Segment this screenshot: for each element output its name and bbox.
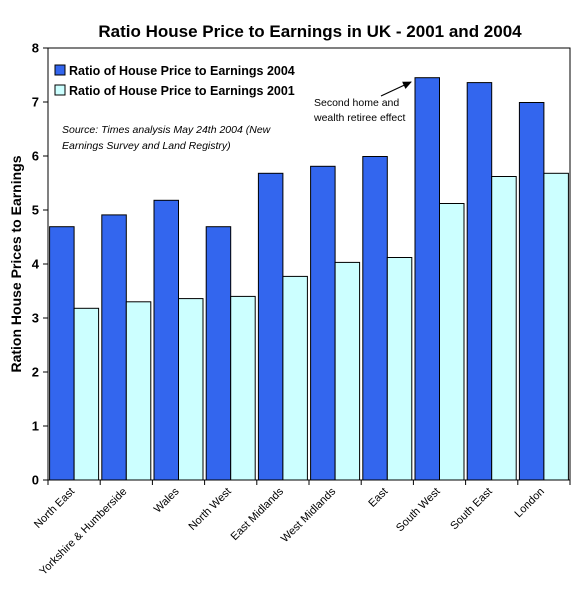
bar-2001-6 bbox=[386, 257, 413, 481]
x-tick-label: Yorkshire & Humberside bbox=[37, 486, 129, 578]
bar-2004-3 bbox=[205, 226, 232, 481]
chart-title: Ratio House Price to Earnings in UK - 20… bbox=[98, 22, 522, 41]
bar-2004-5 bbox=[310, 165, 336, 481]
bar-2001-8 bbox=[491, 176, 517, 481]
legend-label: Ratio of House Price to Earnings 2004 bbox=[69, 64, 295, 78]
y-tick-label: 0 bbox=[32, 473, 39, 488]
bar-2004-9 bbox=[518, 102, 545, 481]
x-tick-label: London bbox=[513, 486, 547, 520]
bar-2001-1 bbox=[125, 301, 152, 481]
bar-2001-2 bbox=[178, 298, 204, 481]
x-tick-label: West Midlands bbox=[279, 485, 339, 545]
x-tick-label: East Midlands bbox=[229, 485, 287, 543]
x-tick-label: South West bbox=[394, 486, 443, 535]
annotation-text: wealth retiree effect bbox=[313, 112, 406, 124]
bar-2001-4 bbox=[282, 275, 308, 481]
y-tick-label: 1 bbox=[32, 419, 39, 434]
annotation: Second home and wealth retiree effect bbox=[313, 81, 412, 124]
source-note-line: Earnings Survey and Land Registry) bbox=[62, 140, 231, 152]
bar-2004-1 bbox=[101, 214, 127, 481]
y-tick-label: 8 bbox=[32, 41, 39, 56]
bar-2001-3 bbox=[230, 295, 256, 481]
bar-2001-9 bbox=[543, 172, 569, 481]
annotation-text: Second home and bbox=[314, 97, 399, 109]
y-tick-label: 5 bbox=[32, 203, 39, 218]
y-tick-label: 3 bbox=[32, 311, 39, 326]
bar-2004-7 bbox=[414, 77, 440, 481]
source-note: Source: Times analysis May 24th 2004 (Ne… bbox=[62, 124, 272, 152]
legend-label: Ratio of House Price to Earnings 2001 bbox=[69, 84, 295, 98]
legend-swatch bbox=[54, 84, 66, 96]
bar-2004-6 bbox=[362, 156, 388, 481]
x-tick-label: North West bbox=[187, 486, 234, 533]
legend: Ratio of House Price to Earnings 2004 Rat… bbox=[54, 64, 295, 98]
y-axis-label: Ration House Prices to Earnings bbox=[8, 155, 24, 372]
bar-2001-7 bbox=[439, 203, 465, 481]
y-tick-label: 2 bbox=[32, 365, 39, 380]
bar-2001-0 bbox=[73, 307, 100, 481]
bar-2004-2 bbox=[153, 199, 179, 481]
bar-2004-0 bbox=[49, 226, 75, 481]
plot-border bbox=[47, 47, 571, 481]
x-tick-label: North East bbox=[32, 486, 77, 531]
bar-2004-4 bbox=[257, 172, 284, 481]
source-note-line: Source: Times analysis May 24th 2004 (Ne… bbox=[62, 124, 272, 136]
legend-swatch bbox=[54, 64, 66, 76]
x-tick-label: South East bbox=[448, 486, 495, 533]
x-tick-label: Wales bbox=[152, 485, 182, 515]
y-tick-label: 6 bbox=[32, 149, 39, 164]
x-tick-label: East bbox=[366, 486, 390, 510]
bar-2004-8 bbox=[466, 82, 493, 481]
y-tick-label: 4 bbox=[32, 257, 40, 272]
y-tick-label: 7 bbox=[32, 95, 39, 110]
annotation-arrow bbox=[380, 81, 412, 97]
bar-2001-5 bbox=[334, 261, 361, 481]
